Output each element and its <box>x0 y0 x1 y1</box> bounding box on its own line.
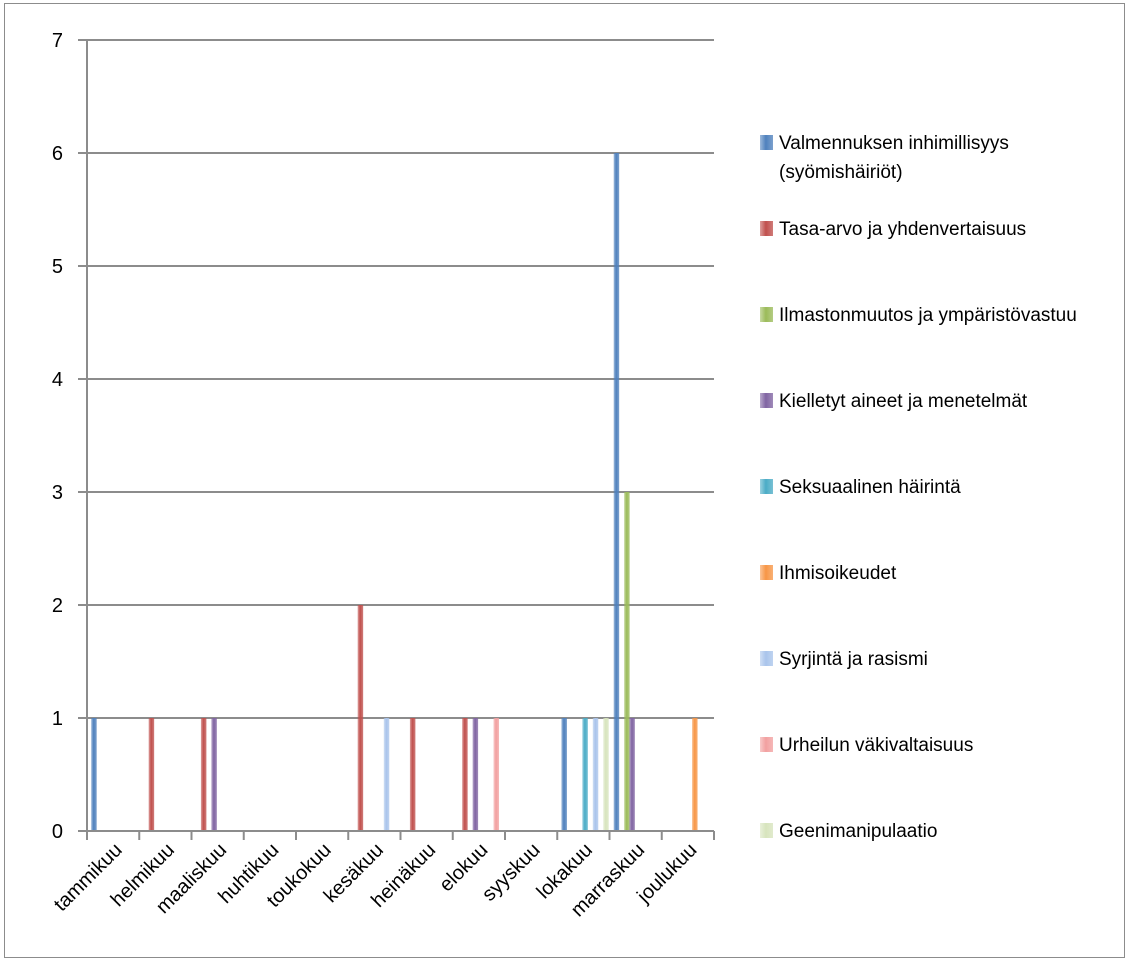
gridlines <box>87 39 714 719</box>
bar <box>409 718 416 831</box>
legend-label: Urheilun väkivaltaisuus <box>779 735 973 756</box>
legend-swatch <box>760 393 773 408</box>
bar <box>472 718 479 831</box>
bar <box>592 718 599 831</box>
bar <box>561 718 567 831</box>
y-tick-label: 5 <box>52 256 63 278</box>
legend: Valmennuksen inhimillisyys (syömishäiriöt… <box>760 133 1077 842</box>
bar <box>148 718 155 831</box>
legend-label: Seksuaalinen häirintä <box>779 477 961 498</box>
bar <box>603 718 609 831</box>
y-tick-label: 4 <box>52 369 63 391</box>
legend-swatch <box>760 135 773 150</box>
legend-swatch <box>760 823 773 838</box>
bar <box>211 718 217 831</box>
bar <box>629 718 635 831</box>
legend-item: Tasa-arvo ja yhdenvertaisuus <box>760 219 1026 240</box>
legend-swatch <box>760 307 773 322</box>
legend-item: Ilmastonmuutos ja ympäristövastuu <box>760 305 1077 326</box>
bar <box>613 153 620 831</box>
legend-swatch <box>760 479 773 494</box>
legend-label: Ilmastonmuutos ja ympäristövastuu <box>779 305 1077 326</box>
legend-item: Seksuaalinen häirintä <box>760 477 961 498</box>
legend-label: Valmennuksen inhimillisyys (syömishäiriöt… <box>779 133 1009 183</box>
y-tick-label: 6 <box>52 143 63 165</box>
legend-item: Geenimanipulaatio <box>760 821 937 842</box>
x-axis-ticks: tammikuuhelmikuumaaliskuuhuhtikuutoukoku… <box>50 831 715 921</box>
legend-label: Ihmisoikeudet <box>779 563 897 584</box>
x-tick-label: syyskuu <box>478 839 545 906</box>
legend-swatch <box>760 565 773 580</box>
legend-item: Kielletyt aineet ja menetelmät <box>760 391 1028 412</box>
bar <box>200 718 207 831</box>
legend-item: Urheilun väkivaltaisuus <box>760 735 973 756</box>
legend-label: Syrjintä ja rasismi <box>779 649 928 670</box>
legend-swatch <box>760 221 773 236</box>
legend-label: Geenimanipulaatio <box>779 821 937 842</box>
y-tick-label: 1 <box>52 708 63 730</box>
bar <box>692 718 698 831</box>
axes <box>86 40 714 832</box>
bar <box>91 718 97 831</box>
y-tick-label: 3 <box>52 482 63 504</box>
legend-item: Ihmisoikeudet <box>760 563 897 584</box>
y-tick-label: 7 <box>52 30 63 52</box>
bar <box>357 605 364 831</box>
bar <box>624 492 630 831</box>
legend-swatch <box>760 737 773 752</box>
y-axis-ticks: 0 1 2 3 4 5 6 7 <box>52 30 87 843</box>
legend-item: Valmennuksen inhimillisyys (syömishäiriöt… <box>760 133 1009 183</box>
legend-label: Tasa-arvo ja yhdenvertaisuus <box>779 219 1026 240</box>
y-tick-label: 0 <box>52 821 63 843</box>
bar <box>462 718 468 831</box>
bars <box>91 153 698 831</box>
bar <box>493 718 500 831</box>
legend-label: Kielletyt aineet ja menetelmät <box>779 391 1028 412</box>
bar <box>383 718 390 831</box>
legend-swatch <box>760 651 773 666</box>
bar <box>582 718 588 831</box>
legend-item: Syrjintä ja rasismi <box>760 649 928 670</box>
y-tick-label: 2 <box>52 595 63 617</box>
